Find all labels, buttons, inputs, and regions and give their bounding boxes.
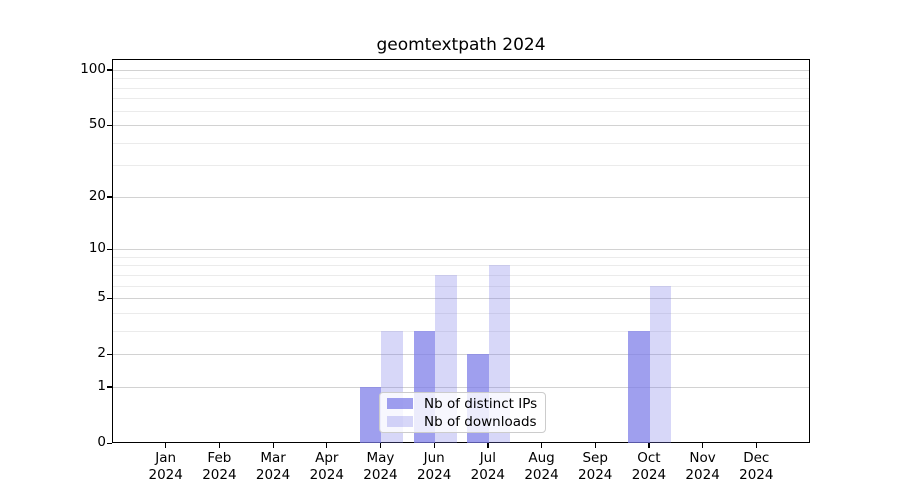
y-tick-label: 10 [88,240,106,257]
x-tick-month: Jan [155,450,177,466]
x-tick-month: Dec [743,450,770,466]
bar-distinct-ips [628,330,650,443]
gridline-minor [113,312,809,314]
x-tick-mark [326,443,328,448]
x-tick-label: Apr 2024 [299,450,355,484]
x-tick-mark [379,443,382,448]
x-tick-label: May 2024 [352,450,408,484]
legend-entry: Nb of distinct IPs [387,395,538,412]
x-tick-year: 2024 [416,467,452,483]
x-tick-year: 2024 [470,467,506,483]
gridline-minor [113,256,809,258]
chart-title: geomtextpath 2024 [376,35,546,55]
y-tick-mark [107,124,112,126]
legend-entry: Nb of downloads [387,413,537,430]
x-tick-mark [702,443,704,448]
x-tick-month: Jun [423,450,445,466]
x-tick-label: Jun 2024 [406,450,462,484]
x-tick-label: Nov 2024 [675,450,731,484]
gridline-minor [113,110,809,112]
x-tick-label: Jan 2024 [138,450,194,484]
y-tick-label: 50 [88,116,106,133]
x-tick-year: 2024 [202,467,237,483]
x-tick-mark [487,443,489,448]
x-tick-month: Aug [528,450,555,466]
gridline-minor [113,285,809,287]
x-tick-year: 2024 [685,467,720,483]
y-tick-mark [107,353,112,355]
gridline-major [113,298,809,300]
x-tick-year: 2024 [739,467,774,483]
y-tick-label: 5 [97,289,106,306]
bar-distinct-ips [359,386,382,443]
x-tick-mark [594,443,596,448]
x-tick-month: May [366,450,395,466]
x-tick-year: 2024 [524,467,559,483]
gridline-minor [113,142,809,144]
y-tick-mark [107,386,112,388]
gridline-minor [113,265,809,267]
legend: Nb of distinct IPs Nb of downloads [379,392,546,433]
gridline-minor [113,98,809,100]
x-tick-mark [272,443,274,448]
gridline-minor [113,165,809,167]
x-tick-label: Feb 2024 [191,450,247,484]
y-tick-mark [107,69,112,71]
gridline-minor [113,78,809,80]
y-tick-label: 1 [97,377,106,394]
y-tick-mark [107,442,112,444]
gridline-minor [113,274,809,276]
x-tick-mark [165,443,167,448]
x-tick-month: Oct [637,450,661,466]
x-tick-label: Sep 2024 [567,450,623,484]
y-tick-label: 2 [97,345,106,362]
x-tick-year: 2024 [148,467,183,483]
x-tick-year: 2024 [578,467,613,483]
x-tick-month: Feb [207,450,232,466]
gridline-major [113,354,809,356]
y-tick-label: 0 [97,434,106,450]
x-tick-mark [433,443,435,448]
gridline-minor [113,330,809,332]
gridline-major [113,196,809,198]
x-tick-year: 2024 [255,467,291,483]
y-tick-mark [107,248,112,250]
gridline-major [113,386,809,388]
x-tick-month: Sep [582,450,608,466]
x-tick-mark [755,443,757,448]
legend-swatch [387,416,413,427]
x-tick-label: Mar 2024 [245,450,301,484]
y-tick-mark [107,196,112,198]
x-tick-label: Oct 2024 [621,450,677,484]
gridline-major [113,249,809,251]
legend-label: Nb of downloads [424,413,537,430]
legend-label: Nb of distinct IPs [424,395,538,412]
x-tick-month: Mar [260,450,286,466]
gridline-major [113,125,809,127]
legend-swatch [387,398,413,409]
plot-area [112,59,810,443]
x-tick-mark [541,443,543,448]
x-tick-month: Jul [479,450,496,466]
x-tick-mark [648,443,650,448]
x-tick-month: Apr [315,450,339,466]
gridline-major [113,69,809,71]
x-tick-year: 2024 [309,467,344,483]
x-tick-year: 2024 [631,467,667,483]
x-tick-label: Dec 2024 [728,450,784,484]
x-tick-month: Nov [689,450,716,466]
gridline-minor [113,87,809,89]
y-tick-label: 20 [88,187,106,204]
x-tick-mark [218,443,221,448]
y-tick-mark [107,297,112,299]
x-tick-year: 2024 [363,467,398,483]
x-tick-label: Jul 2024 [460,450,516,484]
y-tick-label: 100 [80,60,106,77]
x-tick-label: Aug 2024 [514,450,570,484]
bar-downloads [649,285,672,443]
